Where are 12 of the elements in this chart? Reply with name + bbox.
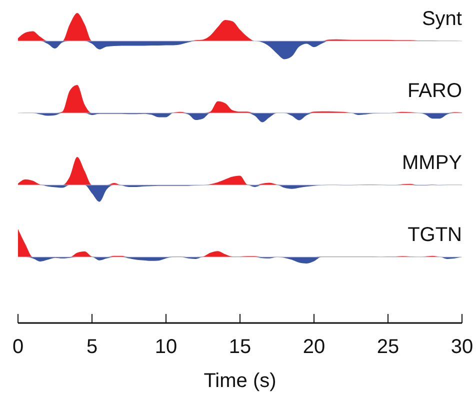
x-axis-title: Time (s) <box>204 370 276 392</box>
chart-title: Synt <box>422 8 462 30</box>
x-tick-label: 25 <box>376 336 400 358</box>
x-tick-label: 30 <box>450 336 474 358</box>
x-tick-label: 20 <box>302 336 326 358</box>
x-tick-label: 5 <box>86 336 98 358</box>
chart-title: FARO <box>408 80 462 102</box>
x-tick-label: 15 <box>228 336 252 358</box>
chart-title: MMPY <box>402 152 462 174</box>
chart-title: TGTN <box>408 224 462 246</box>
x-tick-label: 0 <box>12 336 24 358</box>
x-tick-label: 10 <box>154 336 178 358</box>
